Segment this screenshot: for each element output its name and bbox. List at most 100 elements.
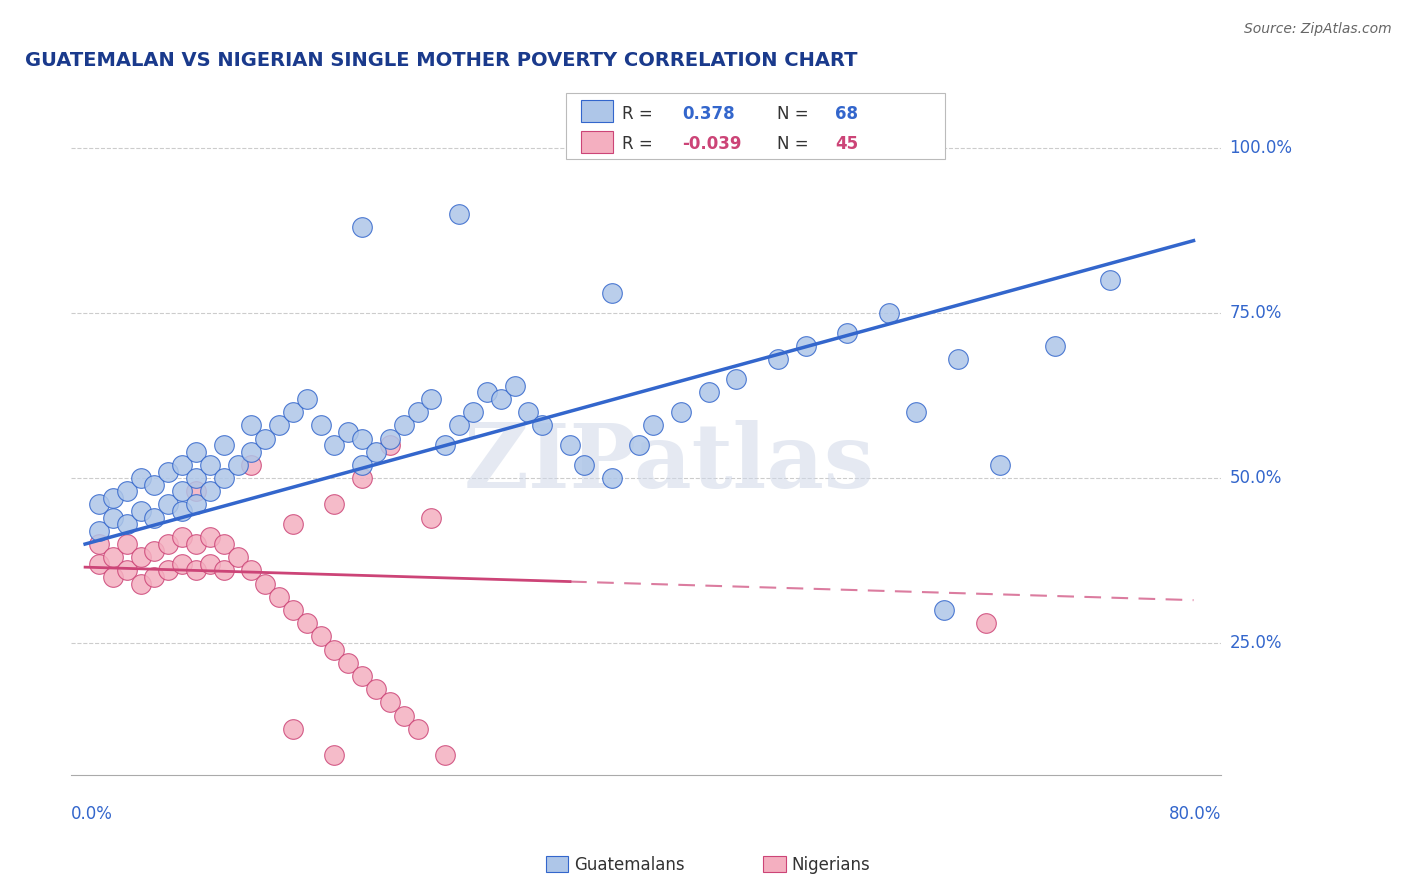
Point [198, 458, 221, 472]
Point [628, 438, 651, 452]
Point [267, 418, 290, 433]
Point [184, 564, 207, 578]
Point [420, 510, 443, 524]
Point [352, 458, 374, 472]
Point [172, 458, 194, 472]
Point [309, 629, 332, 643]
Point [254, 576, 277, 591]
Point [101, 570, 124, 584]
Point [572, 458, 595, 472]
Point [240, 564, 263, 578]
Point [281, 517, 304, 532]
Point [600, 286, 623, 301]
Point [240, 444, 263, 458]
Point [115, 517, 138, 532]
Point [143, 477, 166, 491]
Text: 0.378: 0.378 [682, 105, 734, 123]
Point [101, 550, 124, 565]
Text: GUATEMALAN VS NIGERIAN SINGLE MOTHER POVERTY CORRELATION CHART: GUATEMALAN VS NIGERIAN SINGLE MOTHER POV… [25, 51, 858, 70]
Text: Guatemalans: Guatemalans [574, 856, 685, 874]
Point [226, 458, 249, 472]
Point [974, 616, 997, 631]
Point [115, 564, 138, 578]
Point [877, 306, 900, 320]
Point [115, 537, 138, 551]
Point [281, 722, 304, 736]
Point [420, 392, 443, 406]
Point [364, 444, 387, 458]
Text: 45: 45 [835, 136, 858, 153]
Point [323, 438, 346, 452]
Point [157, 564, 180, 578]
Point [295, 392, 318, 406]
Point [449, 207, 471, 221]
Point [157, 537, 180, 551]
Point [87, 498, 110, 512]
Point [143, 543, 166, 558]
Point [295, 616, 318, 631]
Point [794, 339, 817, 353]
Point [172, 504, 194, 518]
Point [558, 438, 581, 452]
Point [212, 537, 235, 551]
Point [281, 603, 304, 617]
Point [172, 484, 194, 499]
Point [212, 564, 235, 578]
Point [531, 418, 554, 433]
Point [184, 471, 207, 485]
Point [434, 748, 457, 763]
Point [87, 524, 110, 538]
Point [337, 656, 360, 670]
Text: 0.0%: 0.0% [72, 805, 112, 823]
Point [198, 484, 221, 499]
Text: ZIPatlas: ZIPatlas [464, 420, 875, 507]
Point [323, 642, 346, 657]
Point [1043, 339, 1066, 353]
Point [143, 570, 166, 584]
Point [475, 385, 498, 400]
Text: 75.0%: 75.0% [1230, 304, 1282, 322]
Point [449, 418, 471, 433]
Text: 25.0%: 25.0% [1230, 634, 1282, 652]
Text: -0.039: -0.039 [682, 136, 741, 153]
Point [837, 326, 859, 340]
Text: 100.0%: 100.0% [1230, 139, 1292, 157]
Point [392, 708, 415, 723]
Point [643, 418, 665, 433]
Point [697, 385, 720, 400]
Point [212, 438, 235, 452]
Point [129, 576, 152, 591]
Text: Nigerians: Nigerians [792, 856, 870, 874]
Point [352, 220, 374, 235]
Point [115, 484, 138, 499]
Point [323, 498, 346, 512]
Point [378, 438, 401, 452]
Point [101, 510, 124, 524]
Point [172, 557, 194, 571]
Point [352, 471, 374, 485]
Point [461, 405, 484, 419]
Point [254, 432, 277, 446]
Point [309, 418, 332, 433]
Point [87, 537, 110, 551]
Point [1099, 273, 1122, 287]
Point [392, 418, 415, 433]
Text: R =: R = [621, 136, 658, 153]
Point [157, 465, 180, 479]
Point [946, 352, 969, 367]
Text: N =: N = [778, 136, 814, 153]
Point [129, 504, 152, 518]
Point [406, 405, 429, 419]
Point [323, 748, 346, 763]
Point [198, 531, 221, 545]
Point [101, 491, 124, 505]
Point [157, 498, 180, 512]
Text: R =: R = [621, 105, 658, 123]
Text: 50.0%: 50.0% [1230, 469, 1282, 487]
Point [198, 557, 221, 571]
Point [184, 498, 207, 512]
Point [378, 432, 401, 446]
Point [352, 432, 374, 446]
Point [129, 471, 152, 485]
Point [143, 510, 166, 524]
